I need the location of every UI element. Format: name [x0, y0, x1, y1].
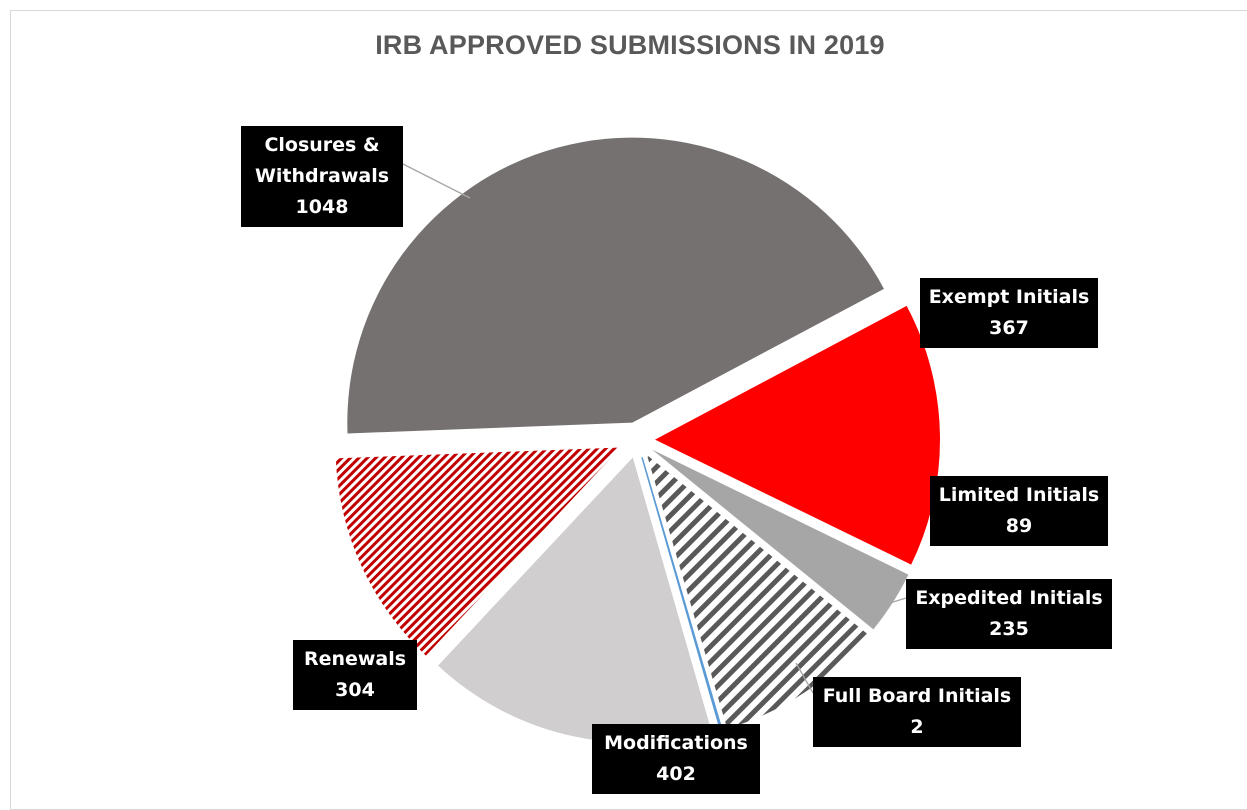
- pie-slice-expedited-initials: [646, 454, 869, 729]
- data-label-value: 367: [989, 317, 1029, 339]
- pie-slice-closures-withdrawals: [347, 137, 884, 434]
- data-label: Renewals 304: [293, 640, 417, 710]
- pie-slice-modifications: [438, 457, 712, 743]
- leader-line: [402, 163, 471, 199]
- pie-slice-exempt-initials: [654, 305, 940, 565]
- data-label-category: Limited Initials: [938, 484, 1100, 506]
- data-label-category: Exempt Initials: [928, 286, 1090, 308]
- data-label-value: 1048: [295, 196, 349, 218]
- pie-chart: [335, 137, 940, 743]
- data-label: Limited Initials 89: [930, 476, 1108, 546]
- data-label-category: Full Board Initials: [822, 685, 1012, 707]
- leader-line: [857, 597, 907, 614]
- data-label-value: 2: [910, 716, 924, 738]
- data-label-value: 304: [335, 679, 375, 701]
- data-label-value: 89: [1005, 515, 1033, 537]
- data-label: Modifications 402: [592, 724, 760, 794]
- data-label-category: Renewals: [303, 648, 407, 670]
- data-label-category: Closures & Withdrawals: [254, 134, 390, 187]
- pie-slice-renewals: [335, 447, 621, 656]
- data-label: Exempt Initials 367: [920, 278, 1098, 348]
- data-label-category: Modifications: [604, 732, 748, 754]
- data-label: Expedited Initials 235: [906, 579, 1112, 649]
- data-label-value: 402: [656, 763, 696, 785]
- data-label: Full Board Initials 2: [813, 677, 1021, 747]
- data-label: Closures & Withdrawals 1048: [241, 126, 403, 227]
- data-label-category: Expedited Initials: [915, 587, 1103, 609]
- data-label-value: 235: [989, 618, 1029, 640]
- chart-title: IRB APPROVED SUBMISSIONS IN 2019: [375, 30, 885, 60]
- pie-slice-limited-initials: [652, 449, 909, 630]
- leader-line: [795, 662, 814, 694]
